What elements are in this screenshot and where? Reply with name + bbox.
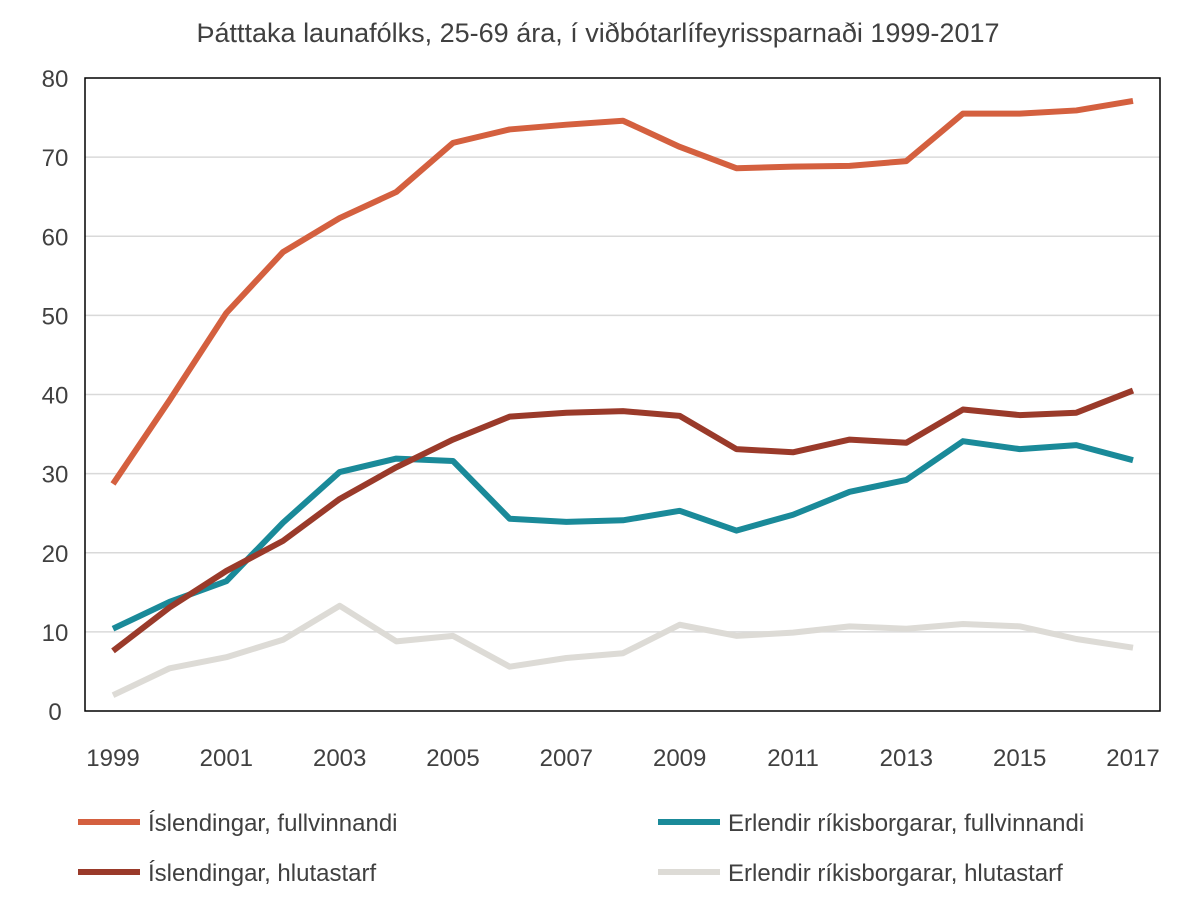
y-tick-label: 60 xyxy=(42,224,69,251)
y-tick-label: 40 xyxy=(42,383,69,410)
y-tick-label: 0 xyxy=(48,699,61,726)
x-tick-label: 2015 xyxy=(993,745,1046,772)
y-tick-label: 30 xyxy=(42,462,69,489)
legend-item: Erlendir ríkisborgarar, hlutastarf xyxy=(658,860,1063,887)
chart-title: Þátttaka launafólks, 25-69 ára, í viðbót… xyxy=(197,18,1000,48)
legend-label: Erlendir ríkisborgarar, hlutastarf xyxy=(728,860,1063,887)
legend-label: Erlendir ríkisborgarar, fullvinnandi xyxy=(728,810,1084,837)
legend-item: Íslendingar, fullvinnandi xyxy=(78,810,398,837)
x-tick-label: 1999 xyxy=(86,745,139,772)
y-tick-label: 80 xyxy=(42,66,69,93)
y-tick-label: 20 xyxy=(42,541,69,568)
x-tick-label: 2013 xyxy=(880,745,933,772)
legend-label: Íslendingar, fullvinnandi xyxy=(148,810,398,837)
series-line-3 xyxy=(111,602,1134,698)
legend-item: Erlendir ríkisborgarar, fullvinnandi xyxy=(658,810,1084,837)
y-tick-label: 50 xyxy=(42,303,69,330)
series-line-0 xyxy=(110,97,1134,486)
x-tick-label: 2001 xyxy=(200,745,253,772)
y-tick-label: 10 xyxy=(42,620,69,647)
x-tick-label: 2009 xyxy=(653,745,706,772)
x-tick-label: 2003 xyxy=(313,745,366,772)
plot-frame xyxy=(84,77,1161,712)
x-tick-label: 2011 xyxy=(767,745,819,772)
legend-item: Íslendingar, hlutastarf xyxy=(78,860,376,887)
x-tick-label: 2017 xyxy=(1106,745,1159,772)
series-line-1 xyxy=(111,438,1134,632)
series-line-2 xyxy=(111,387,1135,654)
x-tick-label: 2007 xyxy=(540,745,593,772)
x-tick-label: 2005 xyxy=(426,745,479,772)
legend-label: Íslendingar, hlutastarf xyxy=(148,860,376,887)
y-tick-label: 70 xyxy=(42,145,69,172)
